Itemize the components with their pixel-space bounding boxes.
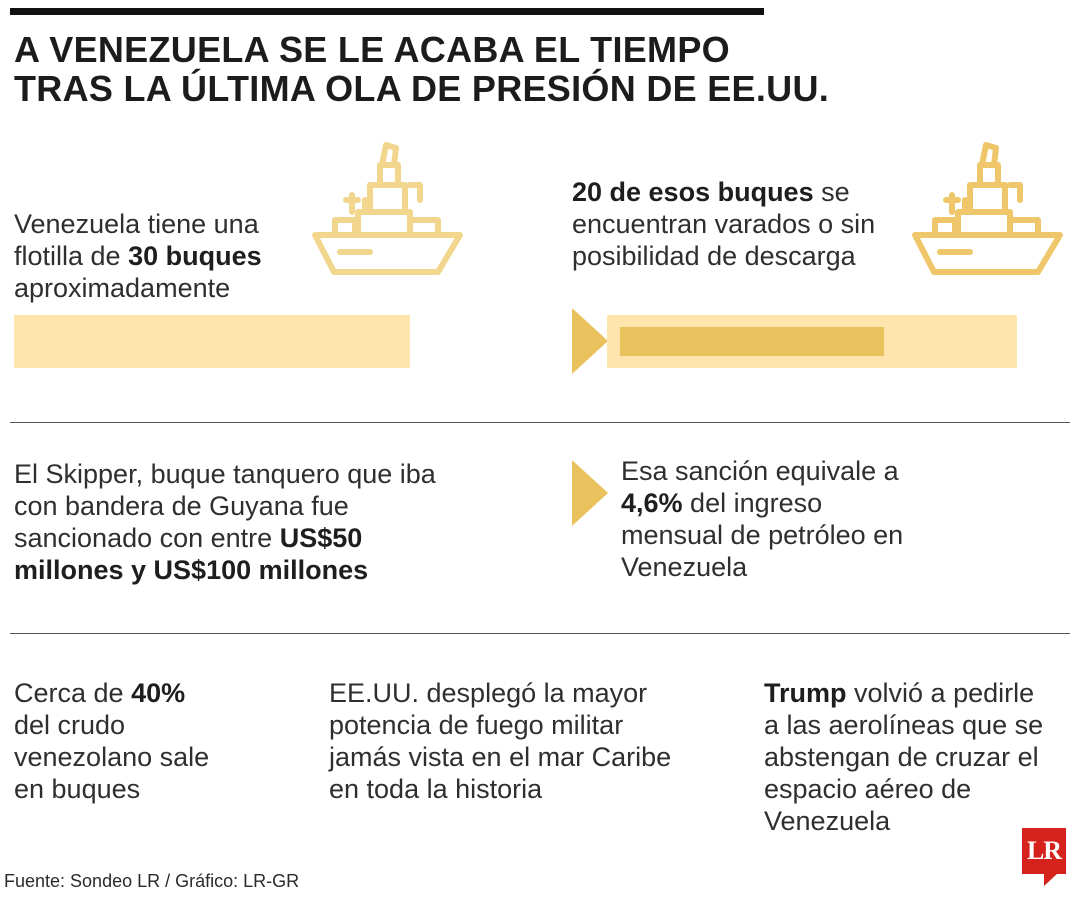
fact1-bold: 30 buques — [128, 241, 262, 271]
fact2-line1: 20 de esos buques se — [572, 176, 912, 208]
divider — [10, 422, 1070, 423]
fact3-line3: sancionado con entre US$50 — [14, 522, 534, 554]
fact7-bold: Trump — [764, 678, 847, 708]
fact5-line2: del crudo — [14, 710, 126, 740]
fact-stranded-text: 20 de esos buques se encuentran varados … — [572, 176, 912, 272]
fact1-line2: flotilla de 30 buques — [14, 240, 314, 272]
fact4-line3: mensual de petróleo en — [621, 520, 904, 550]
fact3-line2: con bandera de Guyana fue — [14, 491, 349, 521]
fact4-line2-text: del ingreso — [682, 488, 823, 518]
fact4-line1: Esa sanción equivale a — [621, 456, 899, 486]
lr-logo-tail — [1044, 873, 1058, 886]
ship-icon — [912, 142, 1063, 275]
fact-skipper-text: El Skipper, buque tanquero que iba con b… — [14, 458, 534, 586]
arrow-right-icon — [572, 308, 608, 374]
fact5-line3: venezolano sale — [14, 742, 210, 772]
ship-icon — [312, 142, 463, 275]
fact-fleet-text: Venezuela tiene una flotilla de 30 buque… — [14, 208, 314, 304]
fact1-line2-text: flotilla de — [14, 241, 129, 271]
fact-sanction-text: Esa sanción equivale a 4,6% del ingreso … — [621, 455, 1041, 583]
fact7-line4: espacio aéreo de — [764, 774, 972, 804]
fact7-line3: abstengan de cruzar el — [764, 742, 1039, 772]
top-rule — [10, 8, 764, 15]
fact7-line1: Trump volvió a pedirle — [764, 677, 1074, 709]
fact4-bold: 4,6% — [621, 488, 683, 518]
fact3-bold-2: millones y US$100 millones — [14, 555, 369, 585]
fact7-line2: a las aerolíneas que se — [764, 710, 1044, 740]
title-line-2: TRAS LA ÚLTIMA OLA DE PRESIÓN DE EE.UU. — [14, 68, 830, 109]
fact3-line3-text: sancionado con entre — [14, 523, 280, 553]
divider — [10, 633, 1070, 634]
fact6-line2: potencia de fuego militar — [329, 710, 624, 740]
fact4-line2: 4,6% del ingreso — [621, 487, 1041, 519]
fact1-line3: aproximadamente — [14, 273, 231, 303]
fleet-bar-fill — [14, 315, 410, 368]
fact7-line1-text: volvió a pedirle — [846, 678, 1035, 708]
fact6-line1: EE.UU. desplegó la mayor — [329, 678, 648, 708]
arrow-right-icon — [572, 460, 608, 526]
fact5-bold: 40% — [131, 678, 186, 708]
lr-logo: LR — [1022, 828, 1066, 874]
stranded-bar-fill — [620, 327, 884, 356]
fact5-line4: en buques — [14, 774, 141, 804]
fact-crude-text: Cerca de 40% del crudo venezolano sale e… — [14, 677, 294, 805]
fact5-line1: Cerca de 40% — [14, 677, 294, 709]
fact6-line3: jamás vista en el mar Caribe — [329, 742, 672, 772]
fact6-line4: en toda la historia — [329, 774, 543, 804]
fact5-line1-text: Cerca de — [14, 678, 132, 708]
fact2-line2: encuentran varados o sin — [572, 209, 876, 239]
page-title: A VENEZUELA SE LE ACABA EL TIEMPO TRAS L… — [14, 30, 1054, 108]
fact2-bold: 20 de esos buques — [572, 177, 814, 207]
fact3-line4: millones y US$100 millones — [14, 554, 534, 586]
source-credit: Fuente: Sondeo LR / Gráfico: LR-GR — [4, 871, 300, 891]
title-line-1: A VENEZUELA SE LE ACABA EL TIEMPO — [14, 29, 730, 70]
fact1-line1: Venezuela tiene una — [14, 209, 259, 239]
fact3-bold-1: US$50 — [279, 523, 363, 553]
fact4-line4: Venezuela — [621, 552, 748, 582]
fact7-line5: Venezuela — [764, 806, 891, 836]
fact2-rest1: se — [813, 177, 850, 207]
fact2-line3: posibilidad de descarga — [572, 241, 856, 271]
fact-airspace-text: Trump volvió a pedirle a las aerolíneas … — [764, 677, 1074, 837]
fleet-bar — [14, 315, 410, 368]
fact-military-text: EE.UU. desplegó la mayor potencia de fue… — [329, 677, 709, 805]
fact3-line1: El Skipper, buque tanquero que iba — [14, 459, 436, 489]
